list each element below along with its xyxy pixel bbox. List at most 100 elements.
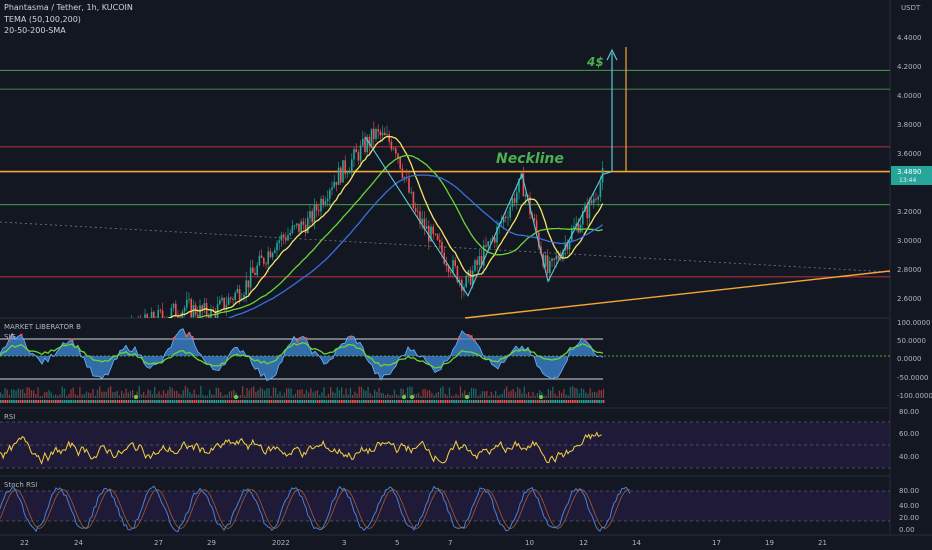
candle-body [401, 168, 404, 178]
signal-tick [94, 400, 97, 403]
volume-bar [314, 391, 316, 398]
signal-tick [442, 400, 444, 403]
volume-bar [325, 395, 327, 398]
volume-bar [253, 386, 255, 398]
volume-bar [204, 395, 206, 398]
candle-body [373, 128, 375, 140]
volume-bar [224, 394, 226, 398]
volume-bar [422, 389, 424, 398]
candle-body [223, 297, 225, 309]
volume-bar [162, 390, 165, 398]
signal-tick [545, 400, 548, 403]
volume-bar [103, 391, 105, 398]
candle-body [105, 335, 107, 350]
candle-body [36, 331, 38, 336]
signal-tick [371, 400, 374, 403]
signal-tick [363, 400, 365, 403]
signal-tick [530, 400, 532, 403]
signal-tick [11, 400, 13, 403]
signal-tick [426, 400, 429, 403]
volume-bar [140, 394, 143, 398]
volume-bar [539, 390, 541, 398]
candle-body [476, 260, 478, 265]
signal-tick [558, 400, 561, 403]
signal-tick [61, 400, 64, 403]
candle-body [230, 297, 232, 299]
volume-bar [290, 388, 292, 398]
stoch-tick: 80.00 [899, 487, 919, 495]
volume-bar [211, 394, 213, 398]
volume-bar [248, 390, 250, 398]
signal-tick [48, 400, 50, 403]
volume-bar [74, 394, 77, 398]
signal-tick [220, 400, 222, 403]
candle-body [315, 204, 318, 211]
signal-tick [145, 400, 147, 403]
x-tick: 7 [448, 539, 452, 547]
volume-bar [127, 392, 129, 398]
signal-tick [279, 400, 281, 403]
volume-bar [90, 393, 92, 398]
candle-body [309, 211, 311, 218]
volume-bar [0, 392, 2, 398]
signal-tick [466, 400, 468, 403]
signal-tick [378, 400, 380, 403]
volume-bar [411, 386, 413, 398]
signal-tick [510, 400, 512, 403]
signal-tick [81, 400, 83, 403]
candle-body [348, 171, 351, 174]
volume-bar [525, 393, 528, 398]
volume-bar [118, 395, 121, 398]
signal-tick [462, 400, 464, 403]
signal-tick [85, 400, 88, 403]
signal-tick [602, 400, 605, 403]
signal-tick [286, 400, 288, 403]
candle-body [496, 226, 498, 243]
volume-bar [283, 392, 286, 398]
candle-body [280, 234, 283, 241]
price-tick: 2.8000 [897, 266, 922, 274]
candle-body [582, 211, 584, 225]
candle-body [494, 237, 496, 243]
candle-body [278, 240, 280, 243]
sma-line [226, 174, 603, 318]
volume-bar [358, 386, 360, 398]
stoch-pane-label: Stoch RSI [4, 481, 38, 489]
signal-tick [517, 400, 519, 403]
candle-body [28, 330, 30, 339]
signal-tick [481, 400, 484, 403]
candle-body [188, 299, 190, 301]
volume-bar [431, 392, 433, 398]
volume-bar [121, 390, 123, 398]
signal-tick [565, 400, 567, 403]
volume-bar [257, 390, 259, 398]
candle-body [357, 152, 360, 161]
signal-tick [396, 400, 398, 403]
volume-bar [367, 386, 369, 398]
signal-tick [468, 400, 471, 403]
signal-tick [550, 400, 552, 403]
candle-body [150, 311, 153, 318]
signal-tick [15, 400, 17, 403]
signal-tick [591, 400, 594, 403]
candle-body [120, 328, 122, 343]
signal-tick [552, 400, 554, 403]
signal-tick [490, 400, 493, 403]
volume-bar [407, 387, 409, 398]
signal-tick [272, 400, 275, 403]
candle-body [89, 332, 91, 339]
volume-bar [233, 389, 235, 398]
volume-bar [536, 393, 539, 398]
stoch-rsi-pane [0, 485, 631, 533]
candle-body [267, 251, 269, 265]
volume-bar [171, 388, 173, 398]
signal-tick [464, 400, 466, 403]
signal-tick [323, 400, 325, 403]
candle-body [238, 288, 241, 301]
candle-body [247, 280, 250, 288]
volume-bar [374, 389, 376, 398]
volume-bar [468, 392, 470, 398]
volume-bar [589, 388, 591, 398]
signal-tick [123, 400, 125, 403]
price-tick: 4.0000 [897, 92, 922, 100]
